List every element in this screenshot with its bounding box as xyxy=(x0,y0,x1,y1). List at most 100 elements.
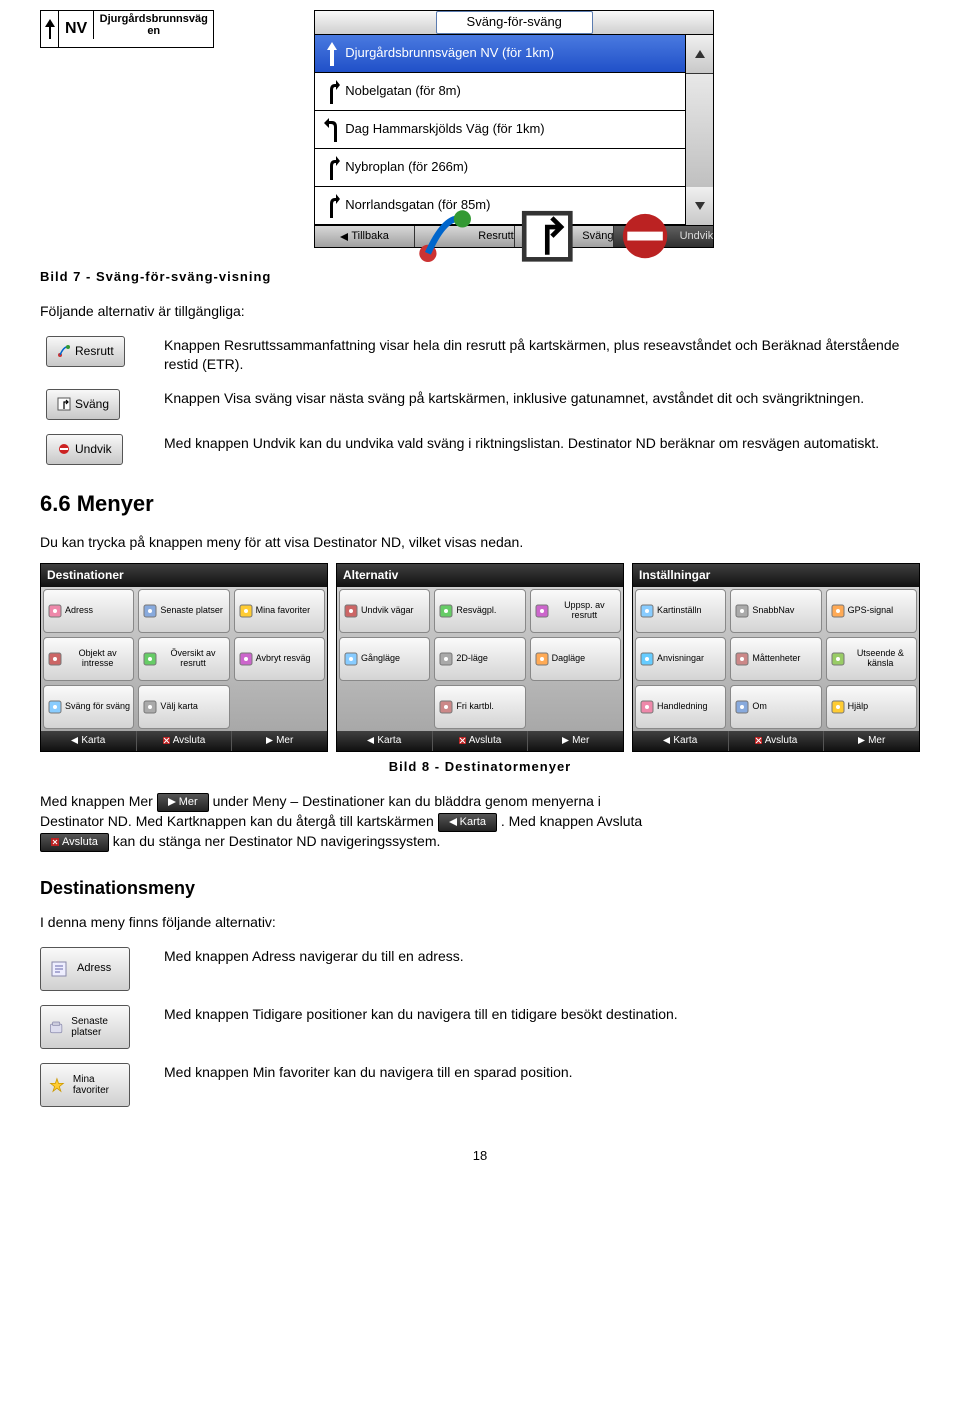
turn-arrow-icon xyxy=(319,78,345,106)
turn-header: Sväng-för-sväng xyxy=(315,11,713,35)
undvik-button[interactable]: Undvik xyxy=(46,434,123,465)
avoid-button[interactable]: Undvik xyxy=(614,226,713,247)
menu-cell[interactable]: Adress xyxy=(43,589,134,633)
menu-title: Alternativ xyxy=(337,564,623,587)
intro-text: Följande alternativ är tillgängliga: xyxy=(40,302,920,322)
menu-cell[interactable]: Handledning xyxy=(635,685,726,729)
avsluta-button-inline[interactable]: Avsluta xyxy=(40,833,109,852)
scroll-down-button[interactable] xyxy=(686,187,713,225)
menu-cell[interactable]: Dagläge xyxy=(530,637,621,681)
adress-button[interactable]: Adress xyxy=(40,947,130,991)
menu-icon xyxy=(343,651,359,667)
p-mer: Med knappen Mer Mer under Meny – Destina… xyxy=(40,792,920,852)
menu-footer-button[interactable]: Avsluta xyxy=(137,731,233,751)
menu-icon xyxy=(734,651,750,667)
up-arrow-icon xyxy=(41,11,59,47)
menu-cell[interactable]: Objekt av intresse xyxy=(43,637,134,681)
menu-footer-button[interactable]: Karta xyxy=(633,731,729,751)
menu-cell[interactable]: Fri kartbl. xyxy=(434,685,525,729)
menu-cell-empty xyxy=(339,685,430,729)
minfav-desc: Med knappen Min favoriter kan du naviger… xyxy=(164,1063,920,1083)
route-button[interactable]: Resrutt xyxy=(415,226,515,247)
menu-icon xyxy=(830,651,846,667)
menu-cell[interactable]: Hjälp xyxy=(826,685,917,729)
scroll-track[interactable] xyxy=(686,74,713,187)
menu-cell[interactable]: Uppsp. av resrutt xyxy=(530,589,621,633)
resrutt-desc: Knappen Resruttssammanfattning visar hel… xyxy=(164,336,920,375)
menu-footer-button[interactable]: Karta xyxy=(41,731,137,751)
menu-cell[interactable]: Mina favoriter xyxy=(234,589,325,633)
turn-label: Nybroplan (för 266m) xyxy=(345,160,468,175)
menu-cell[interactable]: GPS-signal xyxy=(826,589,917,633)
turn-row[interactable]: Nybroplan (för 266m) xyxy=(315,149,685,187)
menu-cell-empty xyxy=(530,685,621,729)
mina-fav-button[interactable]: Mina favoriter xyxy=(40,1063,130,1107)
menu-footer-button[interactable]: Avsluta xyxy=(729,731,825,751)
undvik-desc: Med knappen Undvik kan du undvika vald s… xyxy=(164,434,920,454)
tidigare-desc: Med knappen Tidigare positioner kan du n… xyxy=(164,1005,920,1025)
menu-cell[interactable]: Utseende & känsla xyxy=(826,637,917,681)
menu-cell[interactable]: SnabbNav xyxy=(730,589,821,633)
menu-cell[interactable]: Senaste platser xyxy=(138,589,229,633)
menu-cell[interactable]: Avbryt resväg xyxy=(234,637,325,681)
menu-icon xyxy=(47,603,63,619)
menu-panel: AlternativUndvik vägarResvägpl.Uppsp. av… xyxy=(336,563,624,752)
menu-cell[interactable]: Kartinställn xyxy=(635,589,726,633)
turn-label: Dag Hammarskjölds Väg (för 1km) xyxy=(345,122,544,137)
nv-street-label: Djurgårdsbrunnsväg en xyxy=(93,11,213,39)
menu-cell[interactable]: Gångläge xyxy=(339,637,430,681)
turn-footer: Tillbaka Resrutt Sväng Undvik xyxy=(315,225,713,247)
menu-footer-button[interactable]: Mer xyxy=(232,731,327,751)
mer-button-inline[interactable]: Mer xyxy=(157,793,209,812)
figure-caption-7: Bild 7 - Sväng-för-sväng-visning xyxy=(40,268,920,286)
menu-cell[interactable]: Resvägpl. xyxy=(434,589,525,633)
menu-icon xyxy=(343,603,359,619)
menu-icon xyxy=(438,699,454,715)
page-number: 18 xyxy=(40,1147,920,1165)
menu-icon xyxy=(534,651,550,667)
menu-icon xyxy=(830,603,846,619)
nv-direction-badge: NV Djurgårdsbrunnsväg en xyxy=(40,10,214,48)
menu-cell[interactable]: Undvik vägar xyxy=(339,589,430,633)
menu-icon xyxy=(734,699,750,715)
menu-footer-button[interactable]: Avsluta xyxy=(433,731,529,751)
turn-scrollbar xyxy=(685,35,713,225)
menu-footer-button[interactable]: Karta xyxy=(337,731,433,751)
karta-button-inline[interactable]: Karta xyxy=(438,813,497,832)
menu-icon xyxy=(534,603,550,619)
menu-cell[interactable]: Måttenheter xyxy=(730,637,821,681)
menu-icon xyxy=(238,603,254,619)
menu-icon xyxy=(238,651,254,667)
menu-footer-button[interactable]: Mer xyxy=(528,731,623,751)
menu-cell[interactable]: Översikt av resrutt xyxy=(138,637,229,681)
menu-icon xyxy=(639,699,655,715)
svang-button[interactable]: Sväng xyxy=(46,389,120,420)
turn-row[interactable]: Dag Hammarskjölds Väg (för 1km) xyxy=(315,111,685,149)
h-destmeny: Destinationsmeny xyxy=(40,876,920,901)
menu-icon xyxy=(639,651,655,667)
p-destmeny: I denna meny finns följande alternativ: xyxy=(40,913,920,933)
menu-icon xyxy=(734,603,750,619)
turn-row[interactable]: Nobelgatan (för 8m) xyxy=(315,73,685,111)
menu-title: Destinationer xyxy=(41,564,327,587)
senaste-button[interactable]: Senaste platser xyxy=(40,1005,130,1049)
menu-icon xyxy=(438,651,454,667)
resrutt-button[interactable]: Resrutt xyxy=(46,336,125,367)
menu-cell[interactable]: Anvisningar xyxy=(635,637,726,681)
turn-arrow-icon xyxy=(319,192,345,220)
turn-label: Djurgårdsbrunnsvägen NV (för 1km) xyxy=(345,46,554,61)
menu-cell[interactable]: Välj karta xyxy=(138,685,229,729)
menu-icon xyxy=(639,603,655,619)
menu-cell[interactable]: Sväng för sväng xyxy=(43,685,134,729)
menu-icon xyxy=(438,603,454,619)
menu-footer-button[interactable]: Mer xyxy=(824,731,919,751)
turn-row[interactable]: Djurgårdsbrunnsvägen NV (för 1km) xyxy=(315,35,685,73)
menu-cell[interactable]: Om xyxy=(730,685,821,729)
menu-icon xyxy=(142,651,158,667)
turn-arrow-icon xyxy=(319,116,345,144)
h-menyer: 6.6 Menyer xyxy=(40,489,920,520)
back-button[interactable]: Tillbaka xyxy=(315,226,415,247)
menu-cell[interactable]: 2D-läge xyxy=(434,637,525,681)
turn-button[interactable]: Sväng xyxy=(515,226,615,247)
scroll-up-button[interactable] xyxy=(686,35,713,74)
